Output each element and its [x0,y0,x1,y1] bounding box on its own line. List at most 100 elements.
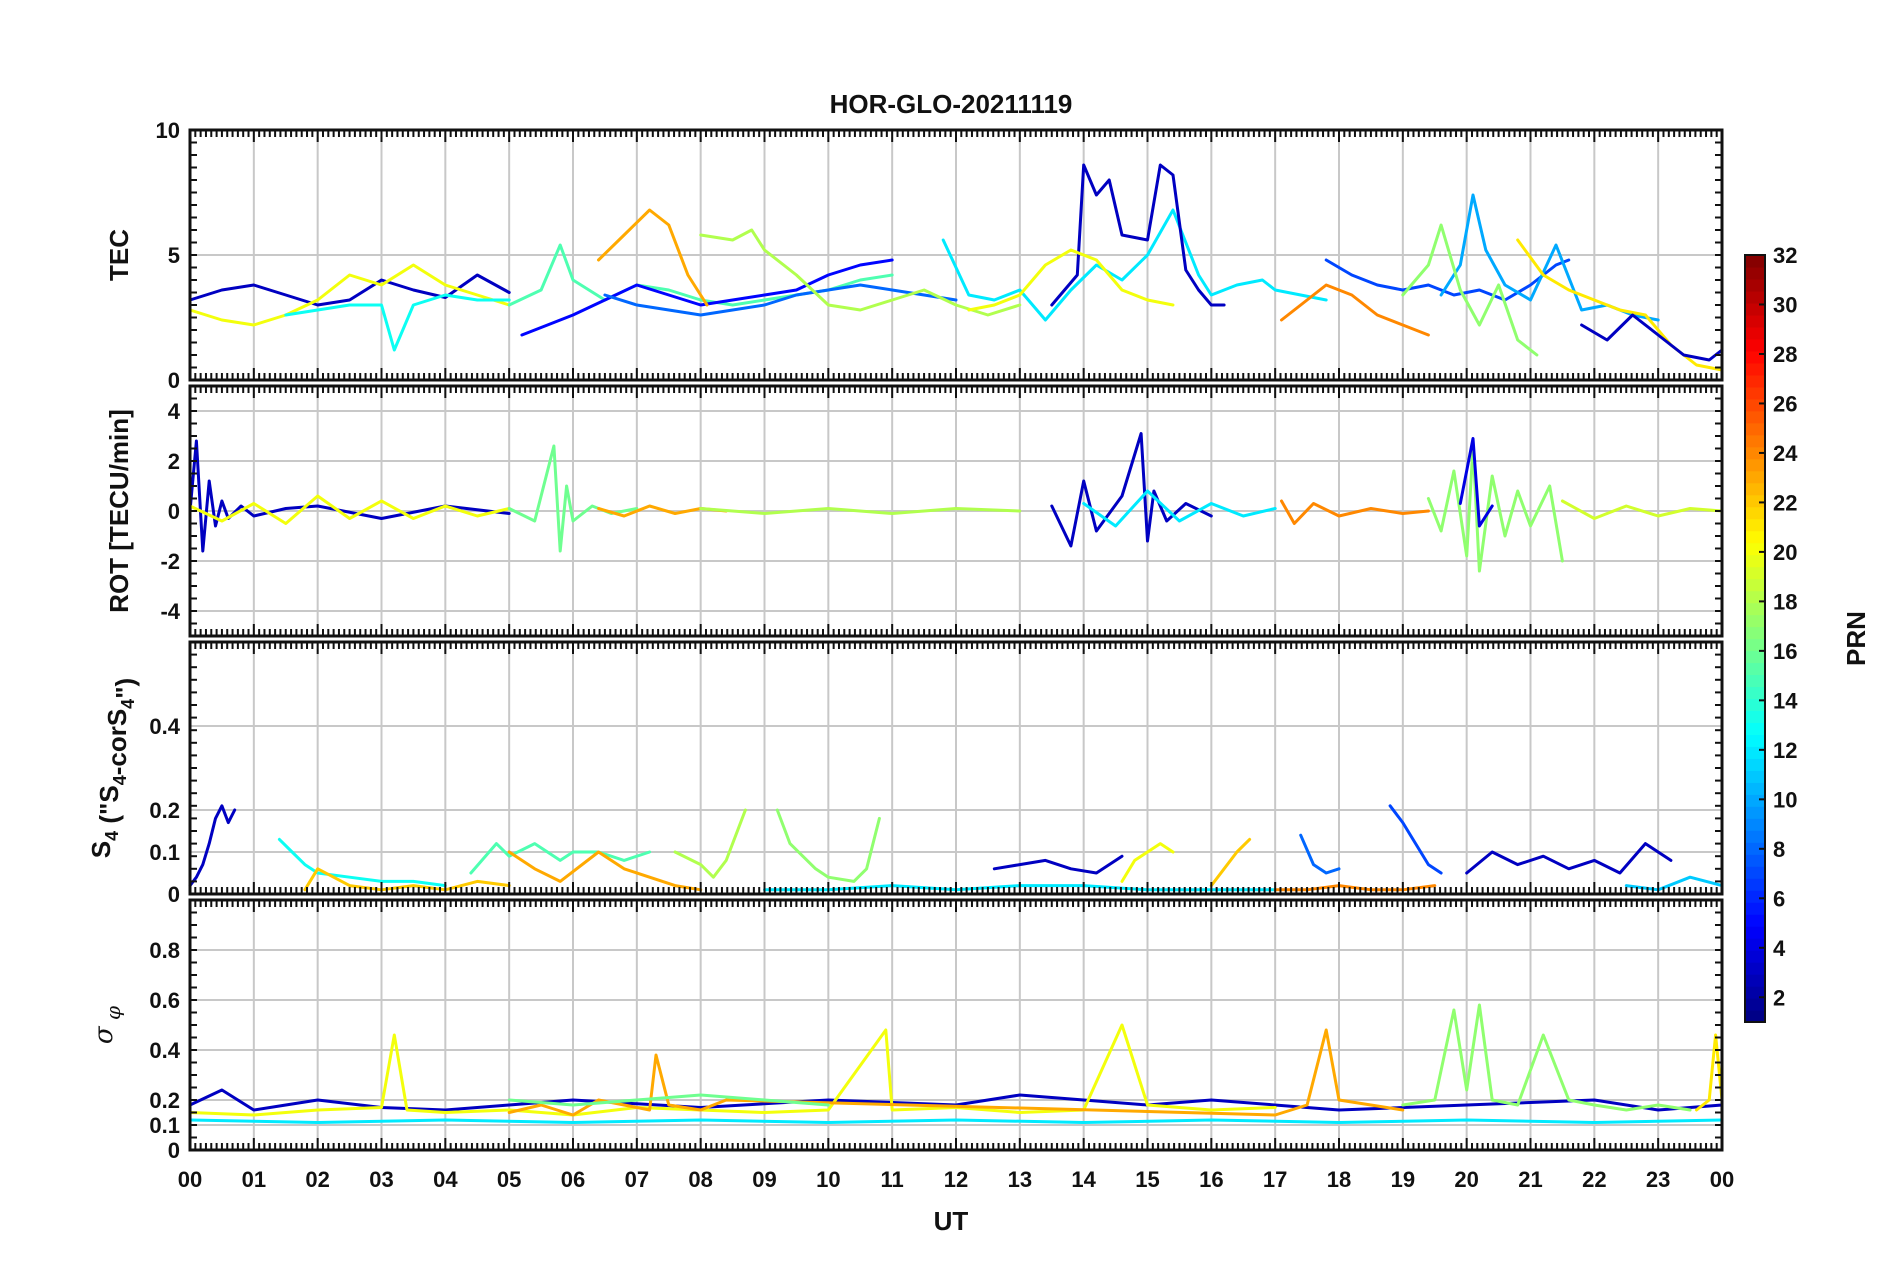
colorbar-swatch [1745,614,1765,628]
colorbar-swatch [1745,866,1765,879]
colorbar-swatch [1745,530,1765,544]
colorbar-tick-label: 16 [1773,639,1797,664]
x-tick-label: 19 [1391,1167,1415,1192]
series-line-prn-18 [699,228,1022,317]
y-axis-label: ROT [TECU/min] [104,409,134,613]
colorbar-swatch [1745,662,1765,676]
colorbar-swatch [1745,350,1765,364]
series-line-prn-3 [188,439,511,553]
colorbar-swatch [1745,818,1765,831]
colorbar-tick-label: 8 [1773,837,1785,862]
y-tick-label: 0 [168,882,180,907]
colorbar-swatch [1745,434,1765,448]
colorbar-swatch [1745,314,1765,328]
series-line-prn-3 [1465,842,1673,875]
y-axis-label: S4 ("S4-corS4") [86,678,140,858]
series-line-prn-3 [188,1088,1724,1112]
x-tick-label: 03 [369,1167,393,1192]
colorbar-tick-label: 18 [1773,589,1797,614]
series-line-prn-21 [1516,238,1724,372]
x-tick-label: 01 [242,1167,266,1192]
colorbar-swatch [1745,506,1765,520]
y-tick-label: 0 [168,499,180,524]
colorbar-swatch [1745,686,1765,700]
colorbar-swatch [1745,542,1765,556]
series-line-prn-7 [1388,804,1443,875]
y-tick-label: 0.2 [149,798,180,823]
colorbar-swatch [1745,470,1765,484]
colorbar-swatch [1745,362,1765,376]
series-line-prn-10 [1439,193,1660,322]
series-line-prn-5 [520,258,894,337]
panel-frame [188,640,1724,896]
colorbar-swatch [1745,302,1765,316]
series-line-prn-20 [967,248,1175,312]
colorbar-tick-label: 2 [1773,985,1785,1010]
colorbar-tick-label: 22 [1773,490,1797,515]
series-line-prn-19 [1560,499,1724,520]
colorbar-swatch [1745,278,1765,292]
y-tick-label: -2 [160,549,180,574]
colorbar-swatch [1745,806,1765,819]
series-line-prn-3 [1050,432,1213,548]
x-tick-label: 09 [752,1167,776,1192]
colorbar-swatch [1745,974,1765,987]
colorbar-swatch [1745,482,1765,496]
colorbar-swatch [1745,998,1765,1011]
colorbar-swatch [1745,566,1765,580]
x-tick-label: 15 [1135,1167,1159,1192]
series-line-prn-24 [1280,283,1430,337]
colorbar-swatch [1745,326,1765,340]
colorbar-tick-label: 14 [1773,688,1798,713]
colorbar-swatch [1745,638,1765,652]
colorbar-label: PRN [1841,611,1871,666]
series-line-prn-23 [597,208,709,307]
x-tick-label: 22 [1582,1167,1606,1192]
series-line-prn-17 [1401,1003,1692,1112]
x-tick-label: 23 [1646,1167,1670,1192]
colorbar-tick-label: 24 [1773,441,1798,466]
colorbar-tick-label: 6 [1773,886,1785,911]
colorbar-swatch [1745,986,1765,999]
colorbar-tick-label: 10 [1773,787,1797,812]
series-line-prn-16 [507,1093,830,1107]
x-tick-label: 00 [178,1167,202,1192]
colorbar-tick-label: 32 [1773,243,1797,268]
series-line-prn-3 [1580,313,1724,362]
series-line-prn-8 [603,283,958,317]
colorbar-swatch [1745,938,1765,951]
x-tick-label: 07 [625,1167,649,1192]
x-tick-label: 06 [561,1167,585,1192]
y-tick-label: 0.1 [149,840,180,865]
x-tick-label: 14 [1071,1167,1096,1192]
colorbar-swatch [1745,734,1765,747]
series-line-prn-22 [1209,837,1252,888]
series-line-prn-4 [1458,437,1494,528]
colorbar-swatch [1745,446,1765,460]
series-line-prn-3 [188,804,237,888]
x-tick-label: 21 [1518,1167,1542,1192]
x-tick-label: 08 [688,1167,712,1192]
colorbar-swatch [1745,926,1765,939]
series-line-prn-22 [303,867,511,892]
colorbar-swatch [1745,518,1765,532]
x-tick-label: 00 [1710,1167,1734,1192]
panel-frame [188,898,1724,1152]
y-tick-label: 0 [168,368,180,393]
x-tick-label: 18 [1327,1167,1351,1192]
colorbar-swatch [1745,386,1765,400]
x-tick-label: 05 [497,1167,521,1192]
y-tick-label: 0 [168,1138,180,1163]
y-tick-label: 5 [168,243,180,268]
series-line-prn-15 [469,842,652,875]
y-tick-label: 0.2 [149,1088,180,1113]
colorbar-swatch [1745,602,1765,616]
colorbar-swatch [1745,338,1765,352]
colorbar-swatch [1745,758,1765,771]
series-line-prn-17 [775,808,881,883]
colorbar-swatch [1745,410,1765,424]
series-line-prn-8 [1299,833,1341,875]
panel-rot: -4 -2 0 2 4 ROT [TECU/min] [104,384,1724,638]
colorbar-swatch [1745,458,1765,472]
